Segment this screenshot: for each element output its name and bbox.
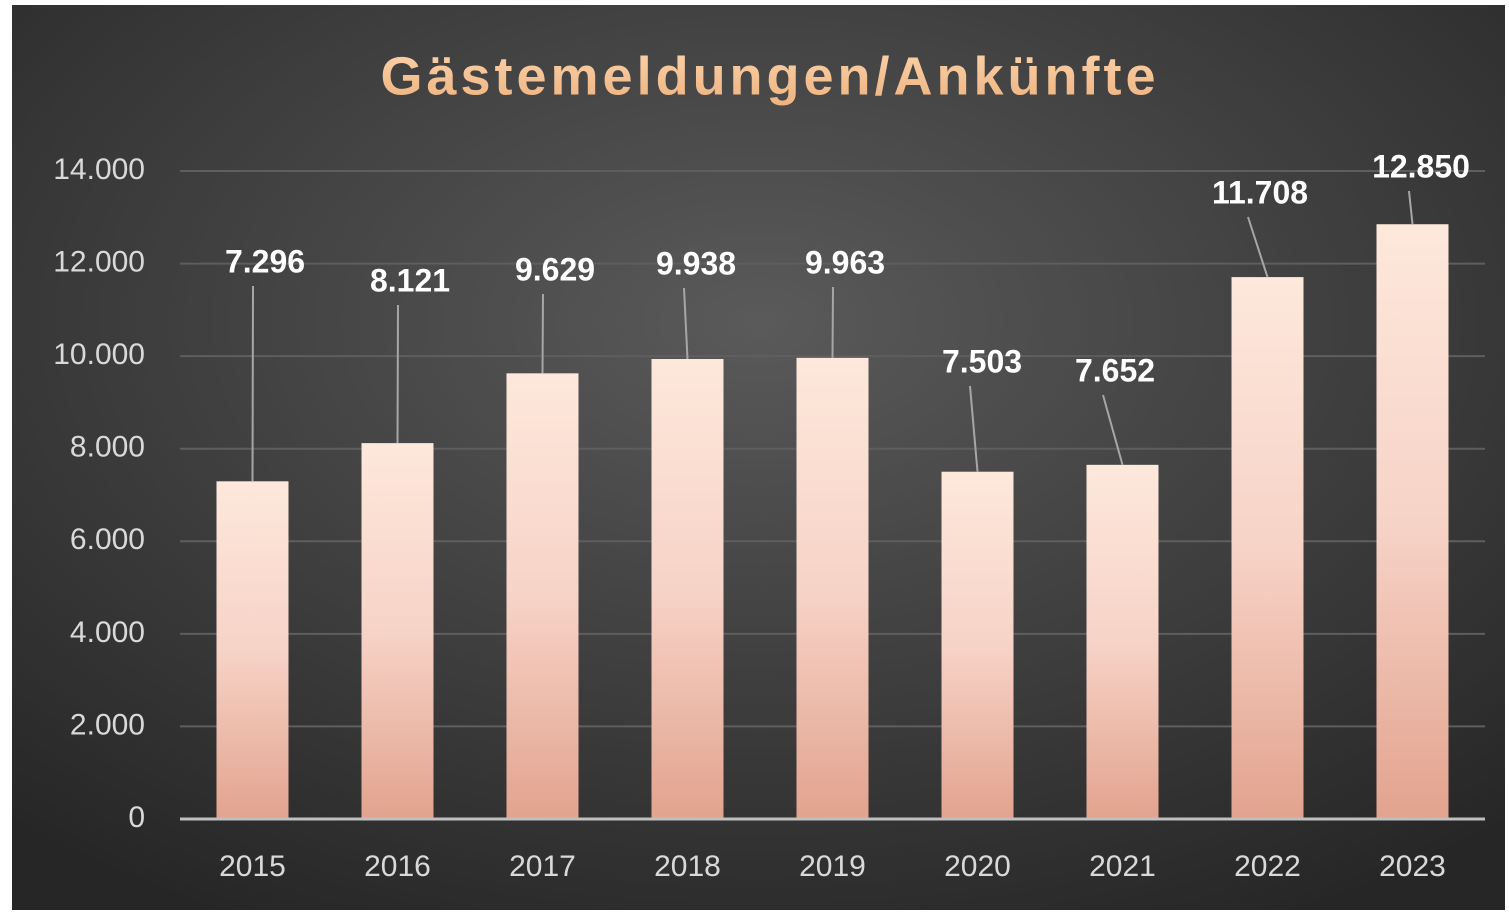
- y-tick-label: 4.000: [70, 616, 145, 649]
- value-label: 8.121: [370, 262, 450, 298]
- bar: [506, 373, 579, 819]
- value-label: 9.963: [805, 244, 885, 280]
- value-label: 7.652: [1075, 352, 1155, 388]
- y-tick-label: 0: [128, 801, 145, 834]
- y-tick-label: 14.000: [53, 153, 145, 186]
- value-label: 9.938: [656, 245, 736, 281]
- value-label: 12.850: [1372, 148, 1470, 184]
- x-tick-label: 2021: [1089, 850, 1156, 883]
- x-tick-label: 2019: [799, 850, 866, 883]
- x-tick-label: 2022: [1234, 850, 1301, 883]
- leader-line: [541, 293, 544, 374]
- leader-line: [251, 285, 254, 482]
- bar: [1086, 464, 1159, 819]
- leader-line: [396, 304, 399, 444]
- x-tick-label: 2017: [509, 850, 576, 883]
- y-tick-label: 8.000: [70, 431, 145, 464]
- x-tick-label: 2016: [364, 850, 431, 883]
- y-tick-label: 10.000: [53, 338, 145, 371]
- x-tick-label: 2015: [219, 850, 286, 883]
- x-tick-label: 2023: [1379, 850, 1446, 883]
- bar: [361, 443, 434, 819]
- x-tick-label: 2020: [944, 850, 1011, 883]
- value-label: 7.296: [225, 243, 305, 279]
- bar: [1231, 277, 1304, 819]
- leader-line: [1408, 190, 1414, 225]
- bar: [796, 357, 869, 819]
- y-tick-label: 6.000: [70, 523, 145, 556]
- leader-line: [1102, 394, 1124, 466]
- leader-line: [831, 286, 834, 358]
- value-label: 11.708: [1212, 174, 1308, 210]
- bar: [216, 481, 289, 819]
- bar: [1376, 224, 1449, 819]
- value-label: 9.629: [515, 251, 595, 287]
- leader-line: [683, 287, 689, 360]
- y-tick-label: 2.000: [70, 708, 145, 741]
- leader-line: [969, 385, 979, 472]
- x-tick-label: 2018: [654, 850, 721, 883]
- bar: [651, 359, 724, 819]
- value-label: 7.503: [942, 343, 1022, 379]
- chart-title: Gästemeldungen/Ankünfte: [380, 46, 1159, 106]
- y-tick-label: 12.000: [53, 245, 145, 278]
- leader-line: [1247, 216, 1269, 278]
- bar: [941, 471, 1014, 819]
